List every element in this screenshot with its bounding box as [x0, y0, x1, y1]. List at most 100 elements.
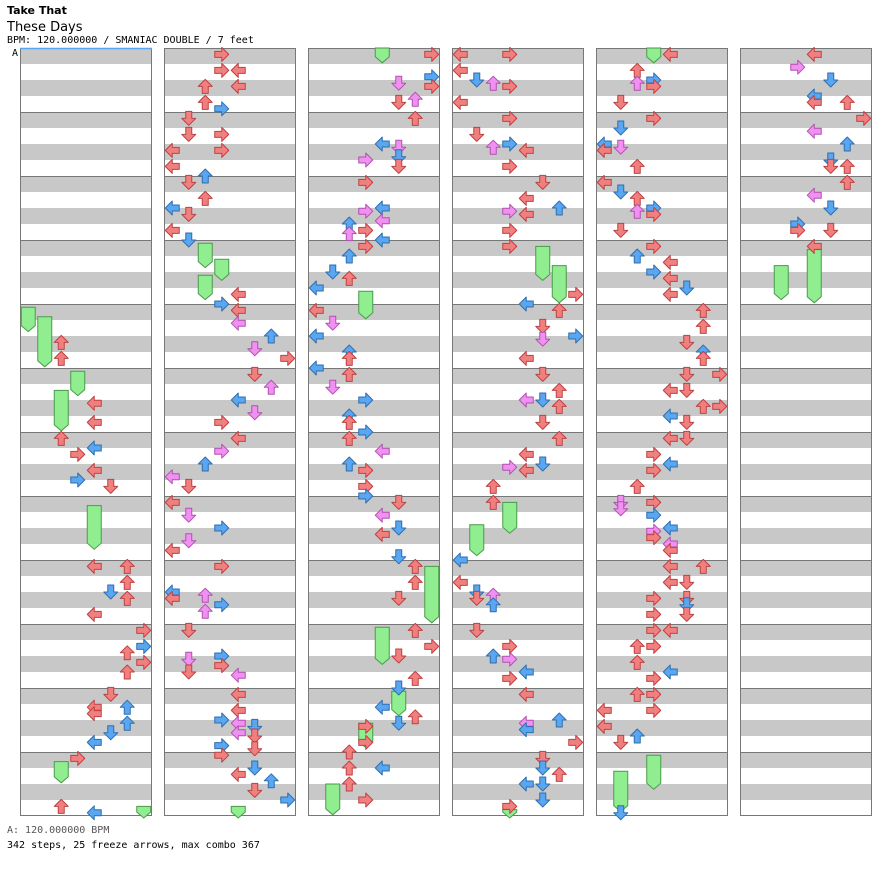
step-arrow-left — [662, 254, 678, 270]
step-arrow-down — [181, 174, 197, 190]
step-arrow-left — [806, 187, 822, 203]
step-arrow-right — [502, 670, 518, 686]
step-arrow-right — [70, 750, 86, 766]
step-arrow-down — [469, 622, 485, 638]
step-arrow-left — [230, 78, 246, 94]
step-arrow-up — [407, 670, 423, 686]
freeze-arrow — [136, 805, 152, 819]
step-arrow-up — [485, 597, 501, 613]
step-arrow-up — [197, 78, 213, 94]
step-arrow-up — [629, 158, 645, 174]
step-arrow-left — [164, 590, 180, 606]
step-arrow-down — [247, 741, 263, 757]
step-arrow-up — [341, 270, 357, 286]
step-arrow-left — [452, 574, 468, 590]
step-arrow-left — [86, 734, 102, 750]
freeze-arrow — [374, 626, 390, 666]
step-arrow-left — [452, 46, 468, 62]
step-arrow-down — [679, 382, 695, 398]
freeze-arrow — [70, 370, 86, 397]
step-arrow-left — [86, 414, 102, 430]
step-arrow-up — [341, 350, 357, 366]
step-arrow-up — [629, 638, 645, 654]
step-arrow-up — [341, 776, 357, 792]
step-arrow-up — [485, 139, 501, 155]
step-arrow-up — [263, 379, 279, 395]
step-arrow-left — [374, 443, 390, 459]
step-arrow-down — [391, 494, 407, 510]
step-arrow-down — [181, 664, 197, 680]
step-arrow-left — [518, 446, 534, 462]
step-arrow-up — [341, 456, 357, 472]
step-arrow-up — [341, 226, 357, 242]
step-arrow-up — [197, 190, 213, 206]
step-arrow-down — [103, 584, 119, 600]
step-arrow-right — [358, 792, 374, 808]
chart-summary: 342 steps, 25 freeze arrows, max combo 3… — [7, 840, 260, 851]
step-arrow-left — [164, 158, 180, 174]
freeze-arrow — [551, 265, 567, 304]
step-arrow-left — [230, 766, 246, 782]
step-arrow-right — [502, 78, 518, 94]
step-arrow-right — [214, 101, 230, 117]
step-arrow-down — [391, 520, 407, 536]
step-arrow-up — [119, 645, 135, 661]
step-arrow-left — [596, 702, 612, 718]
step-arrow-down — [325, 315, 341, 331]
step-arrow-down — [181, 126, 197, 142]
step-arrow-down — [679, 280, 695, 296]
step-arrow-up — [407, 622, 423, 638]
step-arrow-up — [53, 350, 69, 366]
step-arrow-up — [407, 110, 423, 126]
step-arrow-right — [214, 46, 230, 62]
step-arrow-left — [374, 507, 390, 523]
step-arrow-left — [308, 302, 324, 318]
step-arrow-down — [679, 430, 695, 446]
step-arrow-left — [374, 699, 390, 715]
step-arrow-left — [86, 805, 102, 821]
step-arrow-down — [181, 622, 197, 638]
step-arrow-down — [103, 686, 119, 702]
step-arrow-right — [424, 46, 440, 62]
step-arrow-up — [341, 430, 357, 446]
step-arrow-right — [358, 174, 374, 190]
step-arrow-down — [535, 456, 551, 472]
freeze-arrow — [806, 249, 822, 304]
freeze-arrow — [469, 524, 485, 557]
step-arrow-left — [662, 430, 678, 446]
step-arrow-right — [70, 446, 86, 462]
step-arrow-left — [518, 686, 534, 702]
step-arrow-up — [485, 494, 501, 510]
step-arrow-up — [485, 648, 501, 664]
step-arrow-left — [662, 520, 678, 536]
step-arrow-up — [551, 382, 567, 398]
step-arrow-up — [263, 773, 279, 789]
step-arrow-right — [646, 590, 662, 606]
step-arrow-left — [662, 46, 678, 62]
step-arrow-up — [629, 654, 645, 670]
step-arrow-right — [646, 686, 662, 702]
step-arrow-up — [407, 574, 423, 590]
step-arrow-up — [839, 174, 855, 190]
step-arrow-left — [662, 286, 678, 302]
step-arrow-right — [214, 126, 230, 142]
step-arrow-up — [629, 75, 645, 91]
step-arrow-up — [197, 587, 213, 603]
step-arrow-down — [535, 392, 551, 408]
step-arrow-down — [535, 776, 551, 792]
step-arrow-right — [790, 222, 806, 238]
step-arrow-left — [806, 46, 822, 62]
step-arrow-right — [646, 78, 662, 94]
step-arrow-down — [469, 590, 485, 606]
step-arrow-left — [230, 286, 246, 302]
step-arrow-up — [119, 574, 135, 590]
step-arrow-right — [502, 136, 518, 152]
step-arrow-right — [280, 350, 296, 366]
freeze-arrow — [646, 47, 662, 64]
step-arrow-up — [197, 94, 213, 110]
freeze-arrow — [230, 805, 246, 819]
step-arrow-left — [86, 558, 102, 574]
step-arrow-left — [164, 142, 180, 158]
step-arrow-down — [469, 126, 485, 142]
freeze-arrow — [20, 306, 36, 333]
